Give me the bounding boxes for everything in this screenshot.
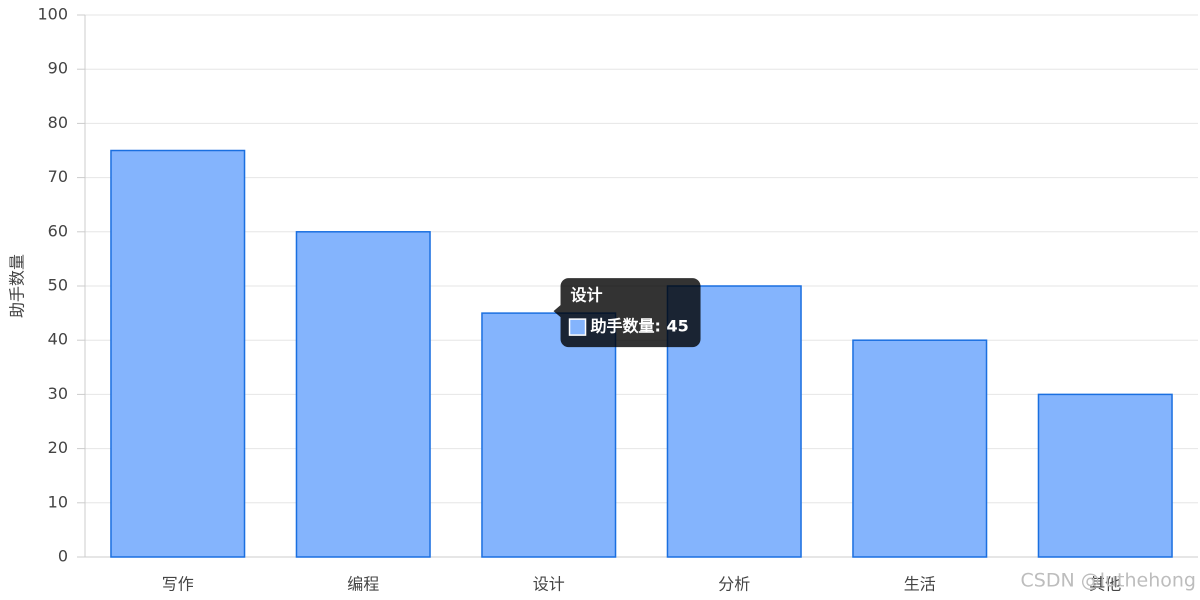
y-tick-label: 100 (37, 5, 68, 24)
tooltip-title: 设计 (571, 286, 603, 305)
y-tick-label: 40 (48, 330, 68, 349)
y-tick-label: 30 (48, 384, 68, 403)
y-tick-label: 90 (48, 59, 68, 78)
x-tick-label: 生活 (904, 575, 936, 594)
y-tick-label: 50 (48, 276, 68, 295)
bar (481, 312, 617, 558)
tooltip-text: 助手数量: 45 (591, 317, 689, 336)
watermark: CSDN @luthehong (1021, 570, 1196, 592)
y-tick-label: 80 (48, 113, 68, 132)
tooltip-box (553, 278, 701, 348)
y-tick-label: 20 (48, 438, 68, 457)
x-tick-label: 其他 (1089, 575, 1121, 594)
y-tick-label: 60 (48, 221, 68, 240)
x-tick-label: 编程 (347, 575, 379, 594)
y-axis-title: 助手数量 (8, 254, 27, 318)
bar (1037, 393, 1173, 558)
tooltip-swatch (568, 318, 587, 336)
y-tick-label: 70 (48, 167, 68, 186)
x-tick-label: 写作 (162, 575, 194, 594)
y-tick-label: 0 (58, 547, 68, 566)
x-tick-label: 分析 (718, 575, 750, 594)
bar (295, 231, 431, 558)
y-tick-label: 10 (48, 492, 68, 511)
bar (110, 149, 246, 558)
x-tick-label: 设计 (533, 575, 565, 594)
bar (852, 339, 988, 558)
